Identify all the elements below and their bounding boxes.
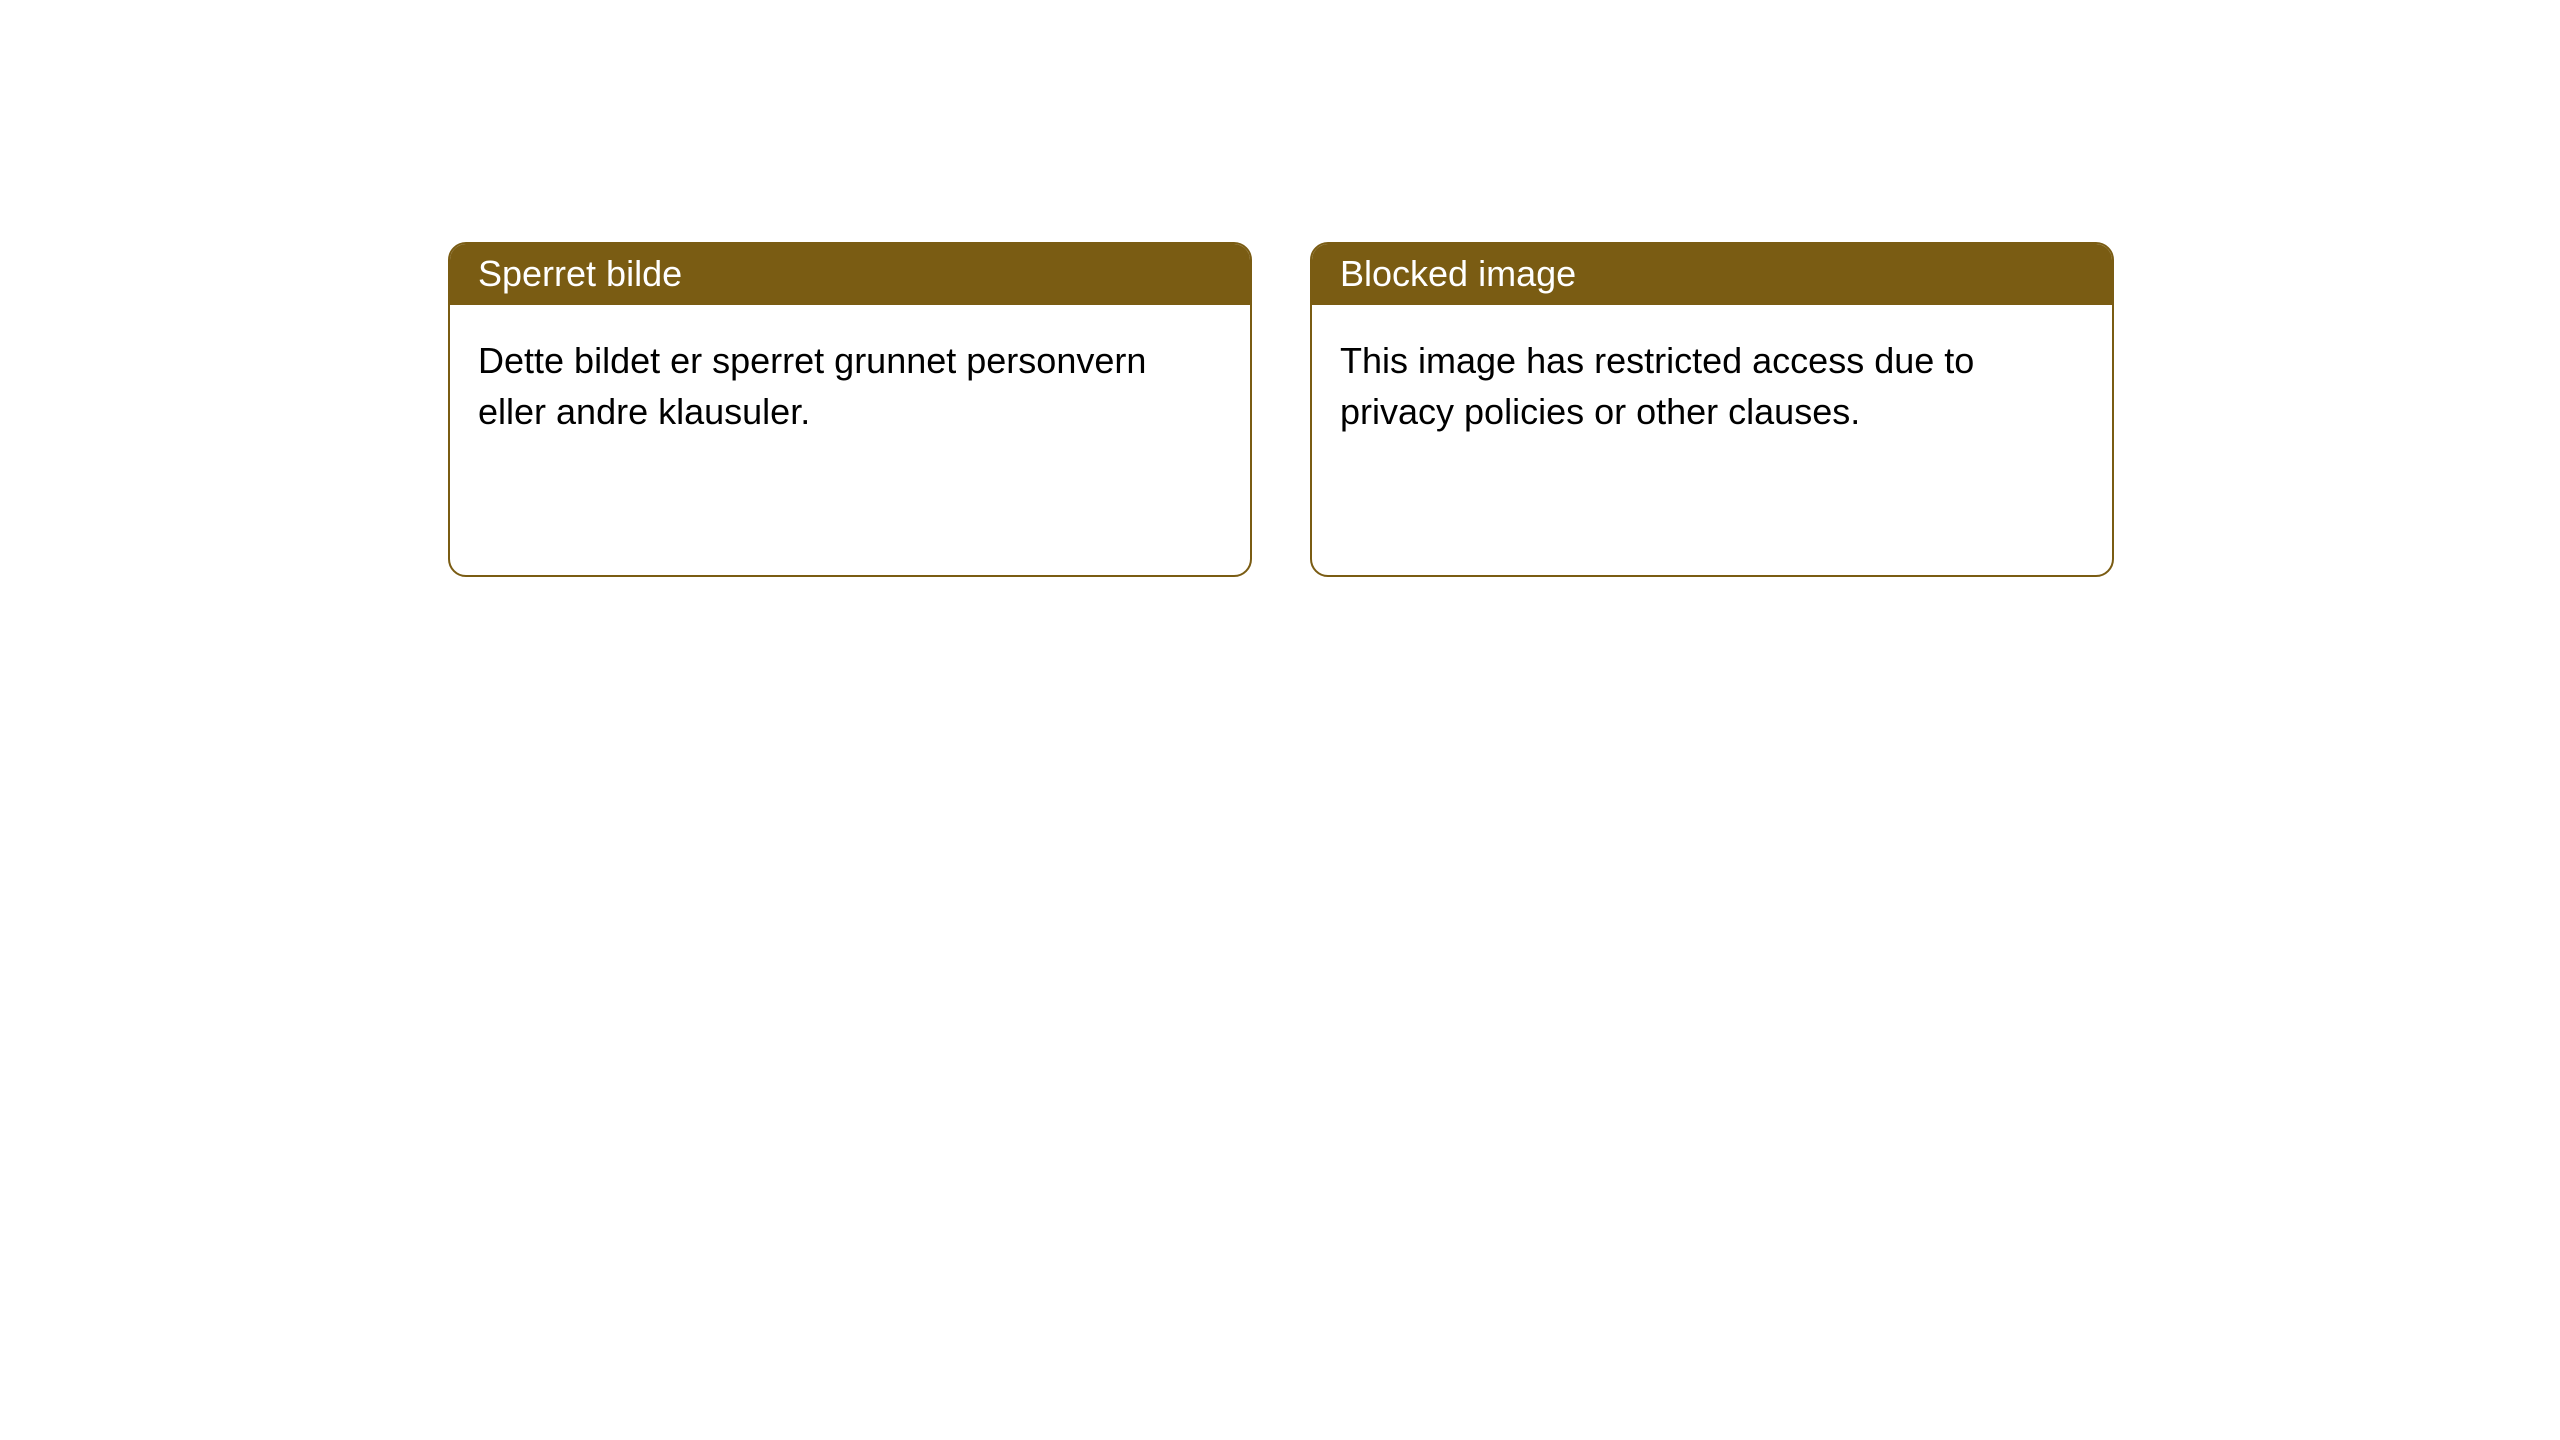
notice-body-en: This image has restricted access due to … — [1312, 305, 2112, 467]
notice-card-en: Blocked image This image has restricted … — [1310, 242, 2114, 577]
notice-body-no: Dette bildet er sperret grunnet personve… — [450, 305, 1250, 467]
notice-title-en: Blocked image — [1312, 244, 2112, 305]
notice-container: Sperret bilde Dette bildet er sperret gr… — [0, 0, 2560, 577]
notice-title-no: Sperret bilde — [450, 244, 1250, 305]
notice-card-no: Sperret bilde Dette bildet er sperret gr… — [448, 242, 1252, 577]
